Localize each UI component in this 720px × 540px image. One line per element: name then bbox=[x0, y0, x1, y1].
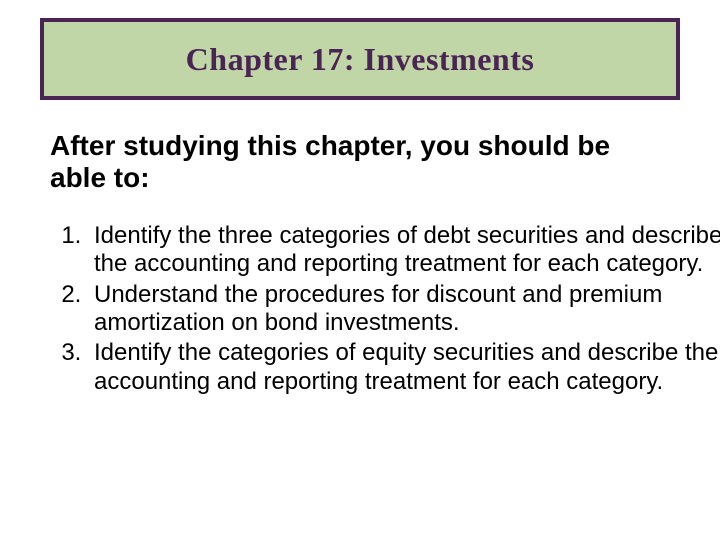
list-item: Identify the three categories of debt se… bbox=[88, 222, 720, 279]
objectives-list: Identify the three categories of debt se… bbox=[42, 222, 720, 398]
chapter-title: Chapter 17: Investments bbox=[186, 41, 535, 78]
list-item: Understand the procedures for discount a… bbox=[88, 281, 720, 338]
chapter-title-box: Chapter 17: Investments bbox=[40, 18, 680, 100]
intro-text: After studying this chapter, you should … bbox=[50, 130, 670, 194]
slide: Chapter 17: Investments After studying t… bbox=[0, 0, 720, 540]
list-item: Identify the categories of equity securi… bbox=[88, 339, 720, 396]
